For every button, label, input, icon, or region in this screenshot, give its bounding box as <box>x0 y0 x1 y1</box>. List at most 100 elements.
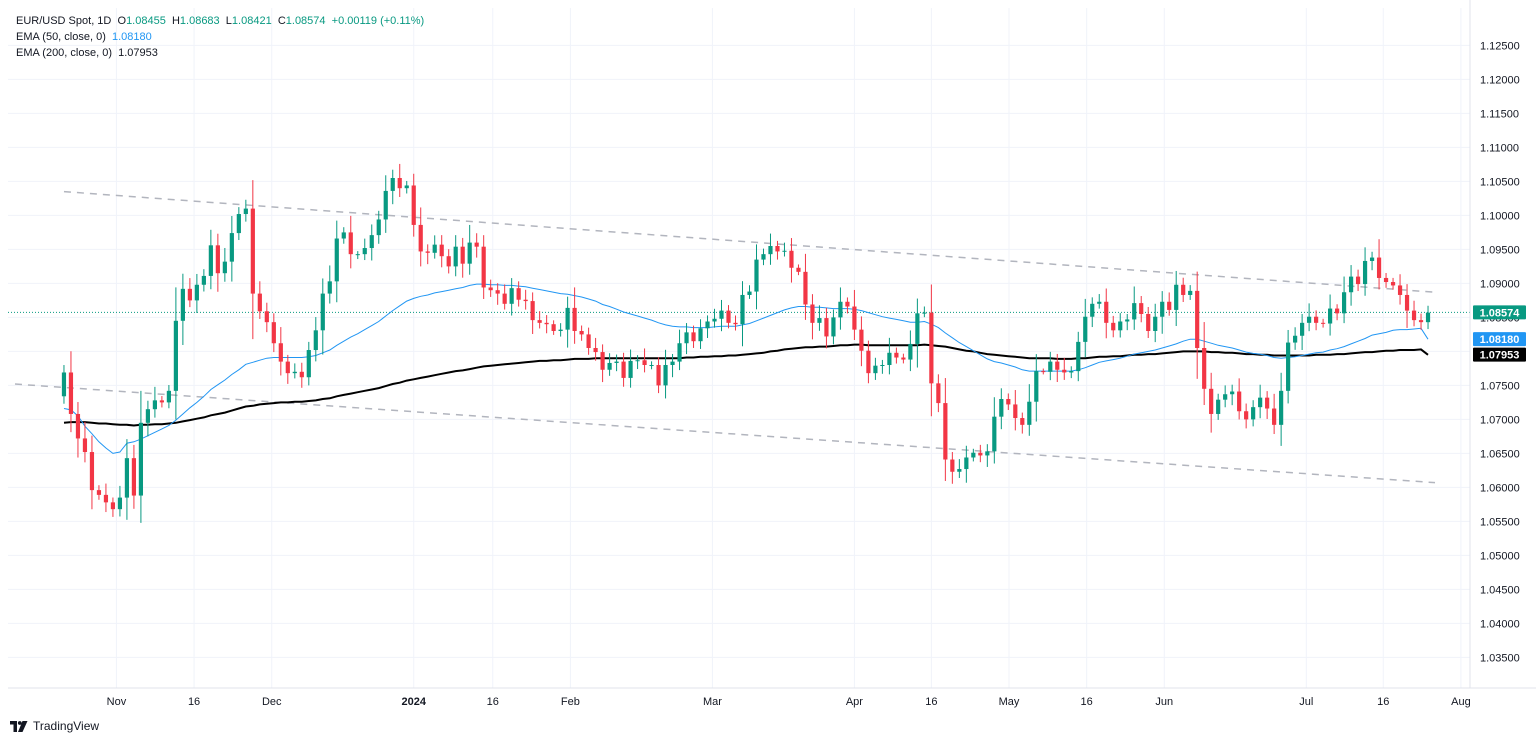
candle-body <box>411 185 416 225</box>
candle-body <box>985 451 990 456</box>
candle-body <box>719 310 724 319</box>
candle-body <box>572 307 577 331</box>
candle-body <box>152 400 157 410</box>
candle-body <box>1209 388 1214 414</box>
tradingview-logo[interactable]: TradingView <box>10 719 99 733</box>
candle-body <box>1111 322 1116 331</box>
candle-body <box>1300 322 1305 336</box>
candle-body <box>775 246 780 252</box>
y-tick-label: 1.10000 <box>1480 210 1520 222</box>
candle-body <box>943 403 948 460</box>
candle-body <box>425 251 430 253</box>
legend-l-label: L <box>225 15 232 27</box>
candle-body <box>306 350 311 378</box>
legend-ema200-value: 1.07953 <box>118 47 158 59</box>
candle-body <box>1334 308 1340 314</box>
candle-body <box>684 332 689 344</box>
candle-body <box>1397 285 1403 295</box>
legend-ema200-label: EMA (200, close, 0) <box>16 47 112 59</box>
candle-body <box>1223 394 1228 400</box>
candle-body <box>1104 301 1109 323</box>
candle-body <box>460 246 465 264</box>
candle-body <box>600 352 605 370</box>
candle-body <box>271 322 276 344</box>
logo-text: TradingView <box>33 719 100 733</box>
candle-body <box>1418 320 1424 323</box>
candle-body <box>1132 303 1137 320</box>
candle-body <box>663 365 668 386</box>
candle-body <box>705 321 710 329</box>
candle-body <box>180 288 185 321</box>
candle-body <box>782 250 787 252</box>
candle-body <box>1195 290 1200 348</box>
candle-body <box>733 322 738 325</box>
candle-body <box>796 267 801 272</box>
y-tick-label: 1.12500 <box>1480 40 1520 52</box>
candle-body <box>404 185 409 189</box>
candle-body <box>922 312 927 314</box>
legend-row-ema50[interactable]: EMA (50, close, 0) 1.08180 <box>16 29 424 45</box>
candle-body <box>313 330 318 351</box>
candle-body <box>481 246 486 288</box>
legend-ema50-value: 1.08180 <box>112 31 152 43</box>
x-tick-label: Dec <box>262 696 282 708</box>
tradingview-icon <box>10 720 28 732</box>
candle-body <box>523 299 528 302</box>
candle-body <box>159 400 164 403</box>
candle-body <box>803 271 808 305</box>
candle-body <box>754 259 759 292</box>
legend-low: 1.08421 <box>231 15 272 27</box>
candle-body <box>334 238 339 282</box>
candle-body <box>908 343 913 360</box>
candle-body <box>61 372 67 397</box>
price-labels: 1.08574 1.08180 1.07953 <box>1473 305 1526 362</box>
candle-body <box>96 490 102 495</box>
candle-body <box>446 256 451 267</box>
candle-body <box>1321 322 1326 324</box>
candle-body <box>327 281 332 294</box>
candle-body <box>1146 314 1151 331</box>
legend-symbol[interactable]: EUR/USD Spot, 1D <box>16 15 112 27</box>
candle-body <box>124 458 130 498</box>
candle-body <box>1348 276 1354 293</box>
ema200-path <box>63 343 1429 427</box>
candle-body <box>1167 301 1172 310</box>
candle-body <box>278 343 283 362</box>
candle-body <box>1125 319 1130 322</box>
candle-body <box>859 329 864 351</box>
candle-body <box>971 452 976 458</box>
candle-body <box>1076 341 1081 372</box>
candle-body <box>173 320 178 391</box>
candle-body <box>474 242 479 247</box>
price-label-tag <box>1473 332 1526 347</box>
candle-body <box>999 399 1004 417</box>
candle-body <box>1188 290 1193 295</box>
candle-body <box>978 452 983 456</box>
legend-row-ema200[interactable]: EMA (200, close, 0) 1.07953 <box>16 45 424 61</box>
legend-ema50-label: EMA (50, close, 0) <box>16 31 106 43</box>
candle-body <box>1041 371 1046 373</box>
candle-body <box>831 317 836 337</box>
legend-change: +0.00119 (+0.11%) <box>331 15 425 27</box>
y-tick-label: 1.06500 <box>1480 448 1520 460</box>
candle-body <box>75 413 81 439</box>
candle-body <box>1062 369 1067 373</box>
candle-body <box>495 290 500 294</box>
candle-body <box>691 332 696 342</box>
candle-body <box>544 322 549 325</box>
candle-body <box>1230 391 1235 395</box>
candle-body <box>1314 316 1319 323</box>
candle-body <box>761 254 766 260</box>
candles <box>61 163 1431 523</box>
candle-body <box>68 372 74 414</box>
y-tick-label: 1.12000 <box>1480 74 1520 86</box>
candle-body <box>299 371 304 378</box>
candle-body <box>642 360 647 365</box>
x-tick-label: Apr <box>846 696 863 708</box>
legend-row-ohlc: EUR/USD Spot, 1D O1.08455 H1.08683 L1.08… <box>16 13 424 29</box>
candle-body <box>607 362 612 370</box>
candle-body <box>1006 399 1011 405</box>
candle-body <box>1404 294 1410 311</box>
candle-body <box>1118 321 1123 331</box>
